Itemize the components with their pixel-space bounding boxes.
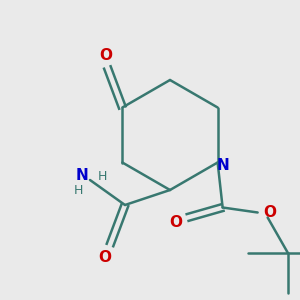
Text: H: H — [73, 184, 83, 196]
Text: O: O — [98, 250, 112, 265]
Text: N: N — [216, 158, 229, 173]
Text: N: N — [75, 169, 88, 184]
Text: H: H — [98, 169, 107, 182]
Text: O: O — [99, 48, 112, 63]
Text: O: O — [263, 205, 276, 220]
Text: O: O — [169, 215, 182, 230]
